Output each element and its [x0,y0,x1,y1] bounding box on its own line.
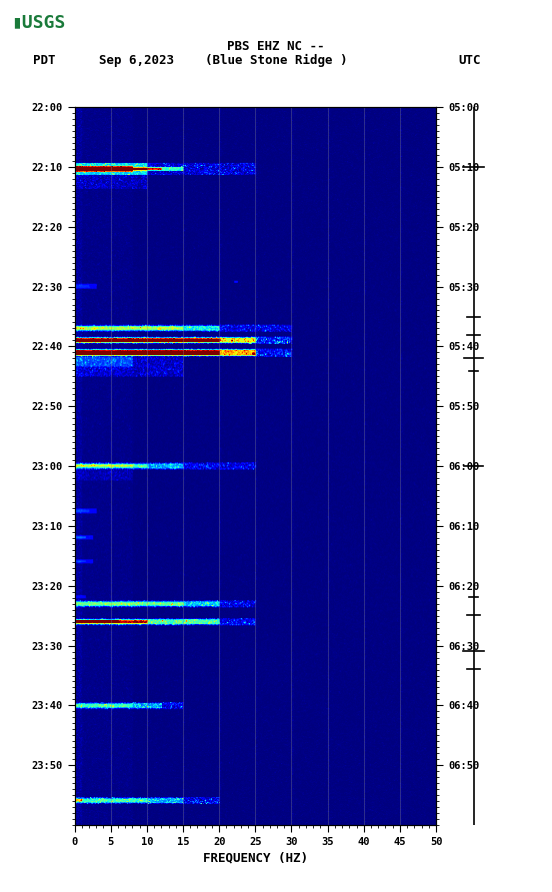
Text: (Blue Stone Ridge ): (Blue Stone Ridge ) [205,54,347,67]
Text: PBS EHZ NC --: PBS EHZ NC -- [227,40,325,54]
Text: UTC: UTC [458,54,481,67]
Text: PDT: PDT [33,54,56,67]
Text: Sep 6,2023: Sep 6,2023 [99,54,174,67]
X-axis label: FREQUENCY (HZ): FREQUENCY (HZ) [203,851,308,864]
Text: ▮USGS: ▮USGS [11,13,66,31]
